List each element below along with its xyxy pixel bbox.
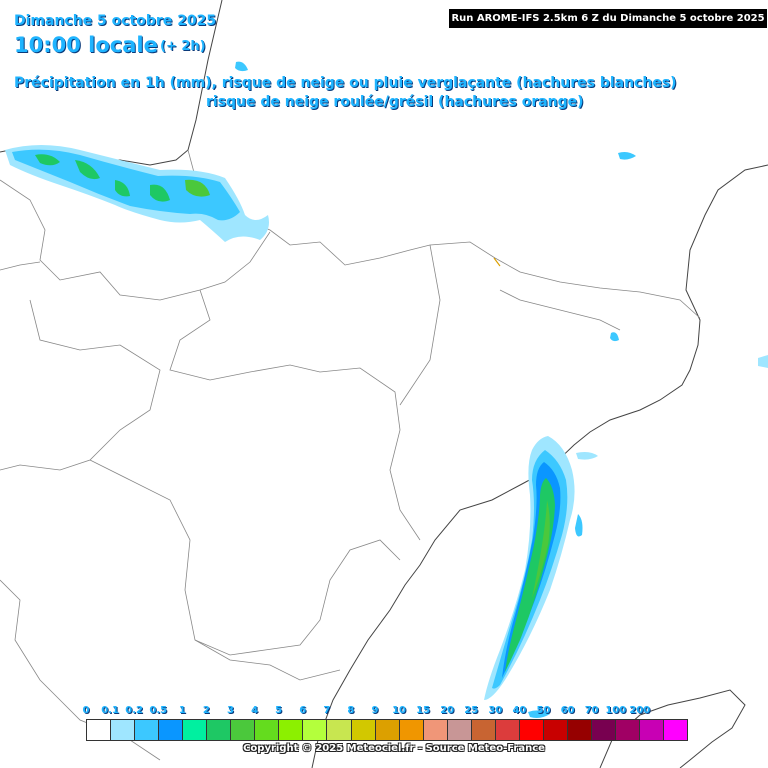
legend-tick-label: 0.2 — [125, 705, 144, 716]
legend-swatch — [423, 720, 448, 740]
forecast-date: Dimanche 5 octobre 2025 — [14, 13, 217, 29]
legend-swatch — [375, 720, 400, 740]
legend-tick-label: 20 — [440, 705, 455, 716]
legend-swatch — [399, 720, 424, 740]
legend-swatch — [447, 720, 472, 740]
graupel-hatch — [493, 257, 501, 267]
legend-swatch — [351, 720, 376, 740]
legend-tick-label: 8 — [347, 705, 355, 716]
legend-tick-label: 15 — [416, 705, 431, 716]
region-border-5 — [399, 244, 441, 406]
legend-tick-label: 40 — [512, 705, 527, 716]
region-border-6 — [89, 459, 401, 656]
legend-tick-label: 3 — [226, 705, 234, 716]
legend-tick-label: 0 — [82, 705, 90, 716]
legend-swatch — [303, 720, 328, 740]
precip-north — [5, 61, 768, 460]
legend-swatch — [519, 720, 544, 740]
legend-swatch — [255, 720, 280, 740]
legend-swatch — [591, 720, 617, 740]
precip-spot-3 — [610, 332, 619, 342]
mediterranean-coast — [311, 164, 768, 768]
legend-tick-label: 2 — [202, 705, 210, 716]
legend-swatch — [279, 720, 304, 740]
legend-swatch — [640, 720, 665, 740]
legend-swatch — [111, 720, 136, 740]
map-description-line1: Précipitation en 1h (mm), risque de neig… — [14, 75, 677, 91]
legend-swatch — [207, 720, 232, 740]
region-border-2 — [0, 261, 41, 271]
legend-swatch — [616, 720, 641, 740]
precip-south-plume — [484, 436, 583, 718]
legend-tick-label: 1 — [178, 705, 186, 716]
legend-swatch — [135, 720, 160, 740]
legend-tick-label: 30 — [488, 705, 503, 716]
precip-band-north-medium — [12, 149, 240, 221]
region-border-3 — [0, 299, 161, 471]
legend-swatch — [87, 720, 112, 740]
precip-spot-1 — [618, 152, 636, 160]
plume-bottom-spot — [528, 710, 550, 718]
forecast-lead: (+ 2h) — [160, 39, 206, 54]
legend-tick-label: 60 — [560, 705, 575, 716]
precip-cell-north-3 — [115, 180, 130, 197]
legend-tick-label: 7 — [323, 705, 331, 716]
legend-tick-label: 100 — [605, 705, 627, 716]
precip-cell-north-4 — [150, 184, 170, 202]
legend-swatch — [471, 720, 496, 740]
legend-swatch — [495, 720, 520, 740]
legend-swatch — [567, 720, 592, 740]
precip-cell-north-2 — [75, 160, 100, 180]
region-border-4 — [169, 289, 421, 541]
run-info-box: Run AROME-IFS 2.5km 6 Z du Dimanche 5 oc… — [449, 9, 767, 28]
legend-tick-label: 70 — [584, 705, 599, 716]
legend-swatch — [543, 720, 568, 740]
plume-side — [575, 514, 583, 537]
copyright-notice: Copyright © 2025 Meteociel.fr - Source M… — [243, 743, 545, 754]
legend-tick-label: 10 — [392, 705, 406, 716]
legend-swatch — [159, 720, 184, 740]
region-border-1 — [0, 179, 271, 301]
map-description-line2: risque de neige roulée/grésil (hachures … — [206, 94, 584, 110]
precip-spot-5 — [576, 452, 598, 460]
legend-tick-label: 200 — [629, 705, 651, 716]
precip-legend: 0 0.1 0.2 0.5 1 2 3 4 5 6 7 8 9 10 15 20 25 30 40 50 60 70 100… — [82, 705, 688, 743]
region-border-9 — [499, 289, 621, 331]
precip-spot-2 — [235, 61, 248, 72]
legend-tick-label: 5 — [275, 705, 283, 716]
legend-tick-label: 9 — [371, 705, 379, 716]
legend-swatch — [327, 720, 352, 740]
plume-core — [505, 478, 555, 672]
precip-spot-4 — [758, 355, 768, 368]
legend-swatch — [183, 720, 208, 740]
legend-tick-label: 6 — [299, 705, 307, 716]
legend-color-scale — [86, 719, 688, 741]
legend-tick-label: 25 — [464, 705, 479, 716]
plume-core-heavy — [532, 500, 550, 598]
legend-swatch — [664, 720, 688, 740]
legend-tick-label: 0.1 — [101, 705, 119, 716]
precip-cell-north-5 — [185, 179, 210, 197]
region-border-8 — [194, 639, 341, 681]
legend-tick-label: 0.5 — [149, 705, 168, 716]
forecast-time: 10:00 locale — [14, 33, 158, 57]
legend-swatch — [231, 720, 256, 740]
legend-tick-label: 50 — [536, 705, 551, 716]
legend-tick-label: 4 — [251, 705, 259, 716]
precip-cell-north-1 — [35, 154, 60, 166]
